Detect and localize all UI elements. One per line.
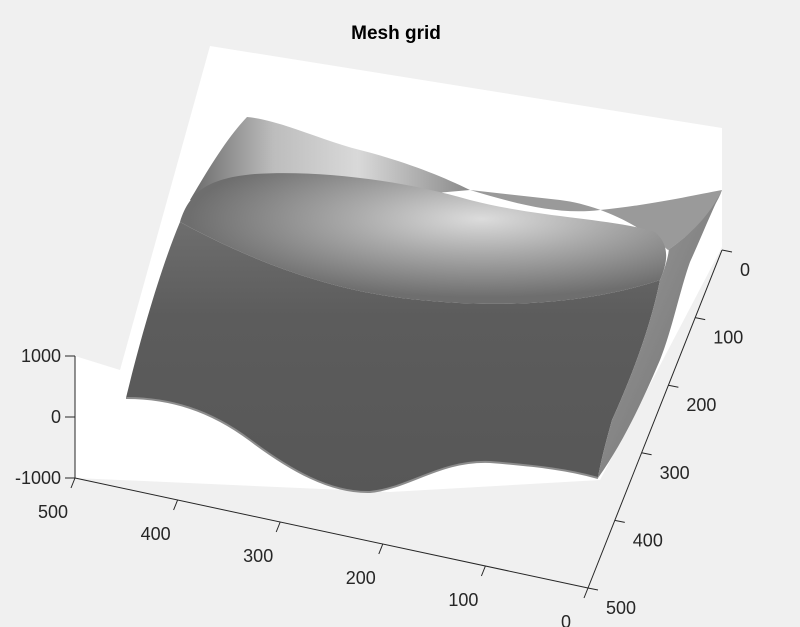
y-tick-mark — [641, 452, 652, 456]
surface-front — [126, 222, 660, 493]
y-tick-mark — [614, 519, 625, 523]
x-tick-label: 0 — [561, 612, 571, 627]
x-tick-label: 100 — [448, 590, 478, 610]
y-tick-mark — [668, 384, 679, 388]
x-tick-mark — [173, 499, 179, 511]
surface-top — [180, 173, 667, 304]
x-tick-mark — [275, 521, 281, 533]
x-tick-label: 300 — [243, 546, 273, 566]
y-axis-ticks: 0 100 200 300 400 500 — [587, 249, 750, 618]
surface-front-bottom-edge — [125, 397, 599, 494]
y-tick-label: 400 — [633, 530, 663, 550]
z-tick-label: -1000 — [15, 468, 61, 488]
z-axis-ticks: -1000 0 1000 — [15, 346, 75, 488]
x-tick-label: 200 — [346, 568, 376, 588]
y-tick-mark — [695, 317, 706, 321]
x-tick-mark — [583, 587, 589, 599]
x-axis-ticks: 0 100 200 300 400 500 — [38, 477, 589, 627]
x-tick-label: 500 — [38, 502, 68, 522]
x-tick-mark — [480, 565, 486, 577]
x-axis-line — [74, 477, 589, 589]
x-tick-mark — [378, 543, 384, 555]
y-tick-label: 100 — [713, 328, 743, 348]
y-tick-label: 500 — [606, 598, 636, 618]
y-tick-label: 0 — [740, 260, 750, 280]
y-tick-mark — [587, 587, 599, 591]
x-tick-mark — [70, 477, 76, 489]
chart-title: Mesh grid — [351, 23, 441, 44]
y-tick-label: 200 — [686, 395, 716, 415]
surface-plot — [125, 117, 722, 494]
z-tick-label: 1000 — [21, 346, 61, 366]
x-tick-label: 400 — [141, 524, 171, 544]
y-axis-line — [587, 249, 723, 589]
y-tick-label: 300 — [660, 463, 690, 483]
surface-right-fold — [598, 190, 722, 478]
surface-back-right-wing — [470, 190, 722, 250]
y-tick-mark — [721, 249, 733, 253]
z-tick-label: 0 — [51, 407, 61, 427]
